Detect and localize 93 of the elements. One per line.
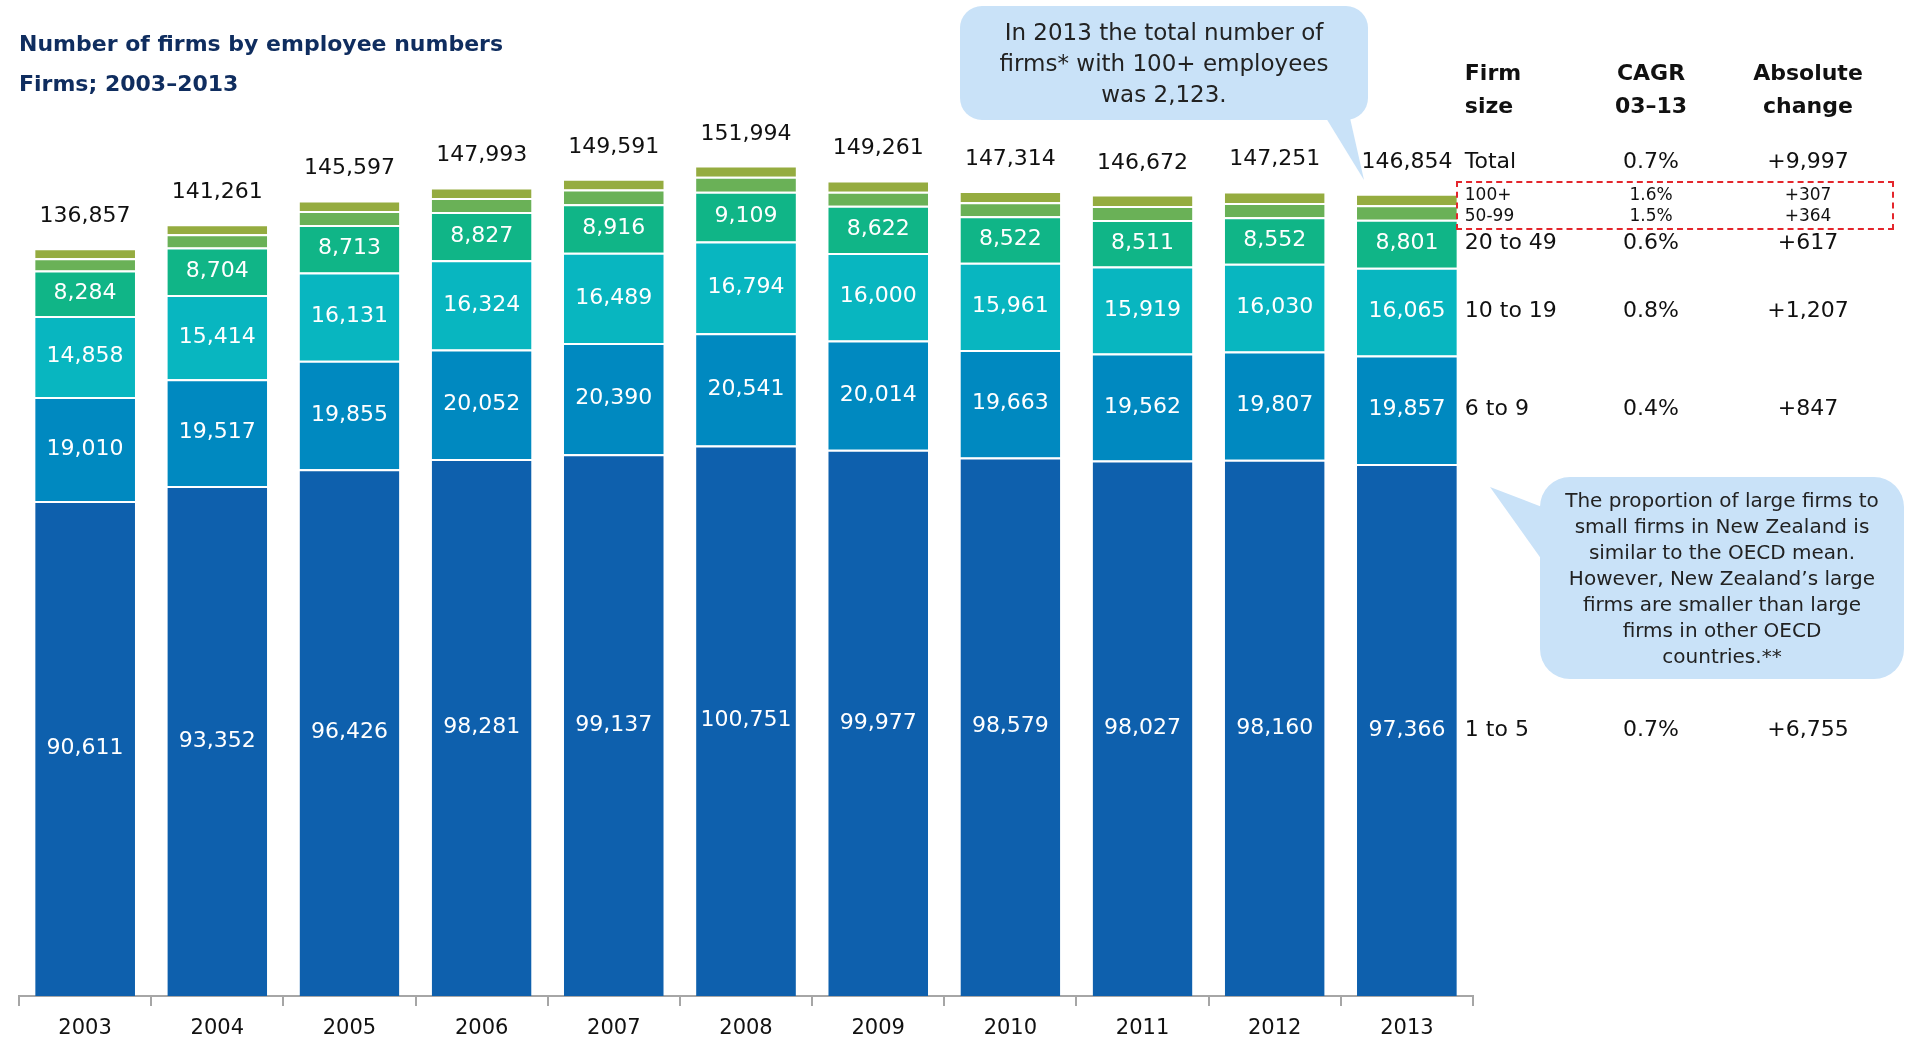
total-label: 146,854 [1361, 147, 1453, 173]
series-label: 20 to 49 [1464, 229, 1557, 255]
data-label: 16,489 [575, 283, 653, 309]
data-label: 8,801 [1375, 229, 1439, 255]
data-label: 15,919 [1104, 295, 1182, 321]
series-label: 100+ [1464, 183, 1512, 204]
data-label: 93,352 [178, 726, 256, 752]
text: Absolute change [1753, 59, 1863, 118]
x-tick-label: 2009 [851, 1014, 905, 1039]
x-tick-label: 2012 [1248, 1014, 1302, 1039]
text: +6,755 [1767, 715, 1849, 741]
total-label: 145,597 [303, 154, 395, 180]
annotation: Total [1463, 147, 1517, 173]
data-label: 9,109 [714, 202, 778, 228]
text: +9,997 [1767, 147, 1849, 173]
data-label: 16,794 [707, 273, 785, 299]
data-label: 16,000 [839, 282, 917, 308]
total-label: 149,591 [568, 132, 660, 158]
x-tick-label: 2008 [719, 1014, 773, 1039]
data-label: 15,961 [971, 292, 1049, 318]
data-label: 8,552 [1243, 226, 1307, 252]
text: +364 [1784, 204, 1832, 225]
data-label: 16,131 [310, 302, 388, 328]
data-label: 15,414 [178, 322, 256, 348]
chart-subtitle: Firms; 2003–2013 [19, 71, 239, 97]
data-label: 8,622 [846, 215, 910, 241]
total-label: 151,994 [700, 119, 792, 145]
data-label: 99,977 [839, 708, 917, 734]
total-label: 147,993 [436, 141, 528, 167]
data-label: 97,366 [1368, 715, 1446, 741]
text: +847 [1777, 395, 1839, 421]
data-label: 8,713 [317, 234, 381, 260]
total-label: 147,314 [964, 145, 1056, 171]
data-label: 19,010 [46, 434, 124, 460]
total-label: 147,251 [1229, 145, 1321, 171]
data-label: 19,663 [971, 389, 1049, 415]
data-label: 16,065 [1368, 297, 1446, 323]
series-label: 6 to 9 [1464, 395, 1529, 421]
total-label: 136,857 [39, 202, 131, 228]
total-label: 141,261 [171, 178, 263, 204]
data-label: 19,807 [1236, 391, 1314, 417]
text: +307 [1784, 183, 1832, 204]
data-label: 98,281 [443, 713, 521, 739]
data-label: 20,014 [839, 380, 917, 406]
data-label: 90,611 [46, 734, 124, 760]
x-tick-label: 2010 [983, 1014, 1038, 1039]
text: CAGR 03–13 [1614, 59, 1688, 118]
data-label: 8,511 [1111, 229, 1175, 255]
text: +1,207 [1767, 297, 1849, 323]
x-tick-label: 2007 [587, 1014, 641, 1039]
data-label: 19,562 [1104, 392, 1182, 418]
data-label: 100,751 [700, 706, 792, 732]
text: 1.5% [1629, 204, 1673, 225]
data-label: 96,426 [310, 718, 388, 744]
data-label: 20,390 [575, 384, 653, 410]
data-label: 20,541 [707, 375, 785, 401]
x-tick-label: 2003 [58, 1014, 112, 1039]
x-tick-label: 2005 [322, 1014, 377, 1039]
data-label: 19,855 [310, 400, 388, 426]
data-label: 8,522 [978, 225, 1042, 251]
x-tick-label: 2004 [190, 1014, 244, 1039]
total-label: 149,261 [832, 134, 924, 160]
text: Firm size [1464, 59, 1522, 118]
text: 0.7% [1623, 715, 1679, 741]
series-label: 1 to 5 [1464, 715, 1529, 741]
text: 0.7% [1623, 147, 1679, 173]
text: 0.8% [1623, 297, 1679, 323]
text: 0.4% [1623, 395, 1679, 421]
series-label: 50-99 [1464, 204, 1515, 225]
data-label: 20,052 [443, 389, 521, 415]
x-tick-label: 2011 [1115, 1014, 1170, 1039]
x-tick-label: 2006 [454, 1014, 509, 1039]
data-label: 99,137 [575, 710, 653, 736]
data-label: 98,160 [1236, 713, 1314, 739]
text: +617 [1777, 229, 1839, 255]
data-label: 8,704 [185, 257, 249, 283]
total-label: 146,672 [1097, 148, 1189, 174]
data-label: 14,858 [46, 342, 124, 368]
data-label: 98,579 [971, 712, 1049, 738]
data-label: 8,284 [53, 278, 117, 304]
data-label: 19,517 [178, 418, 256, 444]
chart-title: Number of firms by employee numbers [19, 30, 504, 56]
data-label: 8,916 [582, 214, 646, 240]
text: In 2013 the total number of firms* with 100+ employees was 2,123. [960, 6, 1368, 120]
text: 1.6% [1629, 183, 1673, 204]
data-label: 8,827 [450, 221, 514, 247]
data-label: 98,027 [1104, 713, 1182, 739]
series-label: 10 to 19 [1464, 297, 1557, 323]
data-label: 16,324 [443, 290, 521, 316]
x-tick-label: 2013 [1380, 1014, 1434, 1039]
data-label: 16,030 [1236, 293, 1314, 319]
data-label: 19,857 [1368, 395, 1446, 421]
text: 0.6% [1623, 229, 1679, 255]
